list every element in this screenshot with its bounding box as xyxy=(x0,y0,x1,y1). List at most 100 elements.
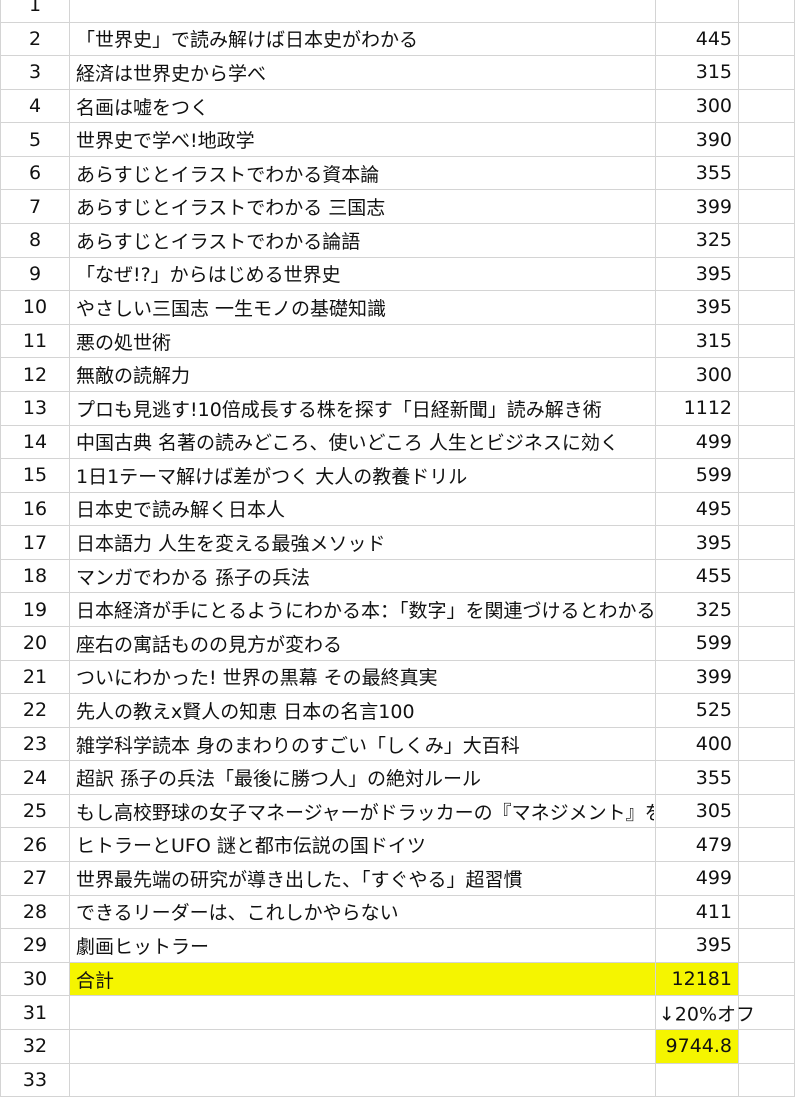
title-cell[interactable]: あらすじとイラストでわかる論語 xyxy=(68,223,656,258)
cell[interactable] xyxy=(738,55,795,90)
price-cell[interactable]: 400 xyxy=(654,726,740,762)
price-cell[interactable]: 355 xyxy=(654,760,740,795)
title-cell[interactable]: 「なぜ!?」からはじめる世界史 xyxy=(68,256,656,292)
cell[interactable] xyxy=(738,693,795,728)
price-cell[interactable]: 495 xyxy=(654,491,740,527)
title-cell[interactable] xyxy=(68,0,656,23)
price-cell[interactable]: 390 xyxy=(654,122,740,157)
price-cell[interactable]: 525 xyxy=(654,693,740,728)
title-cell[interactable]: 無敵の読解力 xyxy=(68,357,656,392)
row-header[interactable]: 27 xyxy=(0,861,70,896)
cell[interactable] xyxy=(738,458,795,493)
row-header[interactable]: 14 xyxy=(0,424,70,460)
cell[interactable] xyxy=(738,726,795,762)
title-cell[interactable]: 経済は世界史から学べ xyxy=(68,55,656,90)
price-cell[interactable]: 305 xyxy=(654,793,740,829)
cell[interactable] xyxy=(738,793,795,829)
title-cell[interactable]: 中国古典 名著の読みどころ、使いどころ 人生とビジネスに効く xyxy=(68,424,656,460)
row-header[interactable]: 18 xyxy=(0,558,70,594)
discount-label-cell[interactable]: ↓20%オフ xyxy=(654,995,755,1030)
title-cell[interactable]: 1日1テーマ解けば差がつく 大人の教養ドリル xyxy=(68,458,656,493)
title-cell[interactable]: 劇画ヒットラー xyxy=(68,928,656,963)
title-cell[interactable]: あらすじとイラストでわかる資本論 xyxy=(68,155,656,191)
title-cell[interactable]: ついにわかった! 世界の黒幕 その最終真実 xyxy=(68,659,656,695)
price-cell[interactable]: 599 xyxy=(654,625,740,661)
cell[interactable] xyxy=(738,424,795,460)
cell[interactable] xyxy=(738,760,795,795)
title-cell[interactable]: 名画は嘘をつく xyxy=(68,88,656,124)
row-header[interactable]: 11 xyxy=(0,323,70,359)
title-cell[interactable]: もし高校野球の女子マネージャーがドラッカーの『マネジメント』を読んだら xyxy=(68,793,656,829)
cell[interactable] xyxy=(738,625,795,661)
cell[interactable] xyxy=(68,995,656,1030)
price-cell[interactable]: 599 xyxy=(654,458,740,493)
row-header[interactable]: 23 xyxy=(0,726,70,762)
total-value-cell[interactable]: 12181 xyxy=(654,961,740,997)
cell[interactable] xyxy=(738,290,795,325)
cell[interactable] xyxy=(738,0,795,23)
price-cell[interactable]: 1112 xyxy=(654,390,740,426)
row-header[interactable]: 7 xyxy=(0,189,70,225)
price-cell[interactable]: 499 xyxy=(654,861,740,896)
price-cell[interactable]: 445 xyxy=(654,21,740,57)
row-header[interactable]: 25 xyxy=(0,793,70,829)
price-cell[interactable]: 499 xyxy=(654,424,740,460)
cell[interactable] xyxy=(738,223,795,258)
cell[interactable] xyxy=(738,961,795,997)
row-header[interactable]: 32 xyxy=(0,1028,70,1064)
price-cell[interactable]: 395 xyxy=(654,290,740,325)
cell[interactable] xyxy=(738,189,795,225)
title-cell[interactable]: 日本経済が手にとるようにわかる本：「数字」を関連づけるとわかる xyxy=(68,592,656,627)
cell[interactable] xyxy=(738,323,795,359)
title-cell[interactable]: 日本語力 人生を変える最強メソッド xyxy=(68,525,656,560)
row-header[interactable]: 3 xyxy=(0,55,70,90)
row-header[interactable]: 17 xyxy=(0,525,70,560)
row-header[interactable]: 1 xyxy=(0,0,70,23)
row-header[interactable]: 31 xyxy=(0,995,70,1030)
price-cell[interactable]: 325 xyxy=(654,223,740,258)
cell[interactable] xyxy=(68,1028,656,1064)
cell[interactable] xyxy=(738,659,795,695)
price-cell[interactable]: 315 xyxy=(654,55,740,90)
cell[interactable] xyxy=(738,390,795,426)
title-cell[interactable]: プロも見逃す!10倍成長する株を探す「日経新聞」読み解き術 xyxy=(68,390,656,426)
row-header[interactable]: 16 xyxy=(0,491,70,527)
row-header[interactable]: 24 xyxy=(0,760,70,795)
row-header[interactable]: 9 xyxy=(0,256,70,292)
cell[interactable] xyxy=(738,88,795,124)
cell[interactable] xyxy=(738,155,795,191)
row-header[interactable]: 28 xyxy=(0,894,70,930)
row-header[interactable]: 30 xyxy=(0,961,70,997)
cell[interactable] xyxy=(738,894,795,930)
cell[interactable] xyxy=(738,861,795,896)
row-header[interactable]: 6 xyxy=(0,155,70,191)
title-cell[interactable]: 雑学科学読本 身のまわりのすごい「しくみ」大百科 xyxy=(68,726,656,762)
title-cell[interactable]: 先人の教えx賢人の知恵 日本の名言100 xyxy=(68,693,656,728)
row-header[interactable]: 29 xyxy=(0,928,70,963)
price-cell[interactable]: 399 xyxy=(654,189,740,225)
cell[interactable] xyxy=(738,928,795,963)
cell[interactable] xyxy=(738,558,795,594)
price-cell[interactable]: 395 xyxy=(654,928,740,963)
row-header[interactable]: 4 xyxy=(0,88,70,124)
title-cell[interactable]: できるリーダーは、これしかやらない xyxy=(68,894,656,930)
price-cell[interactable]: 355 xyxy=(654,155,740,191)
price-cell[interactable]: 399 xyxy=(654,659,740,695)
cell[interactable] xyxy=(738,491,795,527)
title-cell[interactable]: 世界史で学べ!地政学 xyxy=(68,122,656,157)
title-cell[interactable]: 世界最先端の研究が導き出した、「すぐやる」超習慣 xyxy=(68,861,656,896)
cell[interactable] xyxy=(738,122,795,157)
price-cell[interactable]: 395 xyxy=(654,525,740,560)
title-cell[interactable]: マンガでわかる 孫子の兵法 xyxy=(68,558,656,594)
price-cell[interactable]: 411 xyxy=(654,894,740,930)
price-cell[interactable] xyxy=(654,0,740,23)
price-cell[interactable]: 455 xyxy=(654,558,740,594)
row-header[interactable]: 5 xyxy=(0,122,70,157)
title-cell[interactable]: 日本史で読み解く日本人 xyxy=(68,491,656,527)
title-cell[interactable]: 超訳 孫子の兵法「最後に勝つ人」の絶対ルール xyxy=(68,760,656,795)
price-cell[interactable]: 325 xyxy=(654,592,740,627)
row-header[interactable]: 8 xyxy=(0,223,70,258)
price-cell[interactable]: 479 xyxy=(654,827,740,863)
title-cell[interactable]: 座右の寓話ものの見方が変わる xyxy=(68,625,656,661)
discounted-value-cell[interactable]: 9744.8 xyxy=(654,1028,740,1064)
